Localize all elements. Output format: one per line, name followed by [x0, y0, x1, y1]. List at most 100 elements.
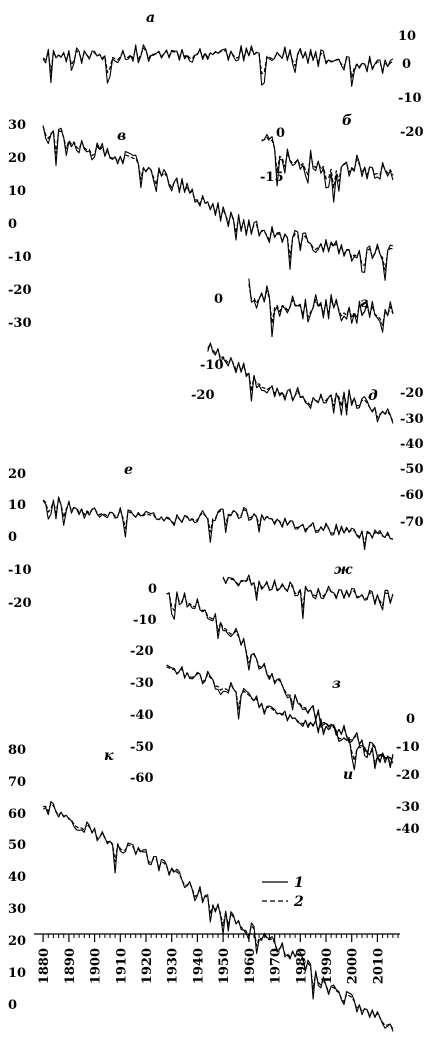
y-tick-label: 0 — [8, 217, 17, 232]
x-tick-label: 1950 — [217, 948, 232, 984]
panel-letter: г — [360, 295, 368, 311]
y-tick-label: 20 — [8, 151, 26, 166]
y-tick-label: -30 — [400, 412, 424, 427]
y-tick-label: 0 — [406, 712, 415, 727]
panel-7 — [222, 574, 394, 620]
y-tick-label: 70 — [8, 775, 26, 790]
y-tick-label: -20 — [8, 283, 32, 298]
legend-label-2: 2 — [293, 894, 304, 910]
panel-2-solid-series — [261, 133, 394, 203]
panel-4-solid-series — [248, 278, 394, 338]
panel-letter: д — [368, 388, 378, 404]
y-tick-label: 20 — [8, 467, 26, 482]
y-tick-label: 0 — [402, 57, 411, 72]
y-tick-label: -20 — [400, 386, 424, 401]
x-tick-label: 1920 — [140, 948, 155, 984]
panel-9 — [166, 664, 394, 771]
panel-6-dashed-series — [42, 498, 394, 545]
panel-8 — [166, 591, 394, 769]
y-tick-label: 30 — [8, 118, 26, 133]
x-tick-label: 1980 — [294, 948, 309, 984]
y-tick-label: 10 — [8, 184, 26, 199]
y-tick-label: 30 — [8, 902, 26, 917]
y-tick-label: -60 — [400, 488, 424, 503]
panel-4 — [248, 278, 394, 338]
y-tick-label: 10 — [8, 966, 26, 981]
series-layer — [42, 44, 394, 1032]
x-tick-label: 1960 — [243, 948, 258, 984]
y-tick-label: 0 — [214, 292, 223, 307]
panel-letter: ж — [334, 562, 353, 578]
y-tick-label: -30 — [8, 316, 32, 331]
y-tick-label: 80 — [8, 743, 26, 758]
panel-5-dashed-series — [207, 343, 394, 422]
y-tick-label: -20 — [191, 388, 215, 403]
legend: 1 2 — [262, 875, 304, 910]
x-tick-label: 2000 — [346, 948, 361, 984]
y-tick-label: -15 — [260, 170, 284, 185]
x-tick-label: 1970 — [269, 948, 284, 984]
y-tick-label: 10 — [8, 498, 26, 513]
x-tick-label: 1940 — [191, 948, 206, 984]
panel-letter: к — [104, 748, 114, 764]
panel-6-solid-series — [42, 496, 394, 551]
panel-letter: в — [117, 128, 126, 144]
y-tick-label: -10 — [398, 91, 422, 106]
y-tick-label: -20 — [130, 644, 154, 659]
y-tick-label: -40 — [130, 708, 154, 723]
y-tick-label: -20 — [400, 125, 424, 140]
panel-7-solid-series — [222, 574, 394, 620]
panel-3 — [42, 125, 394, 281]
y-tick-label: -50 — [130, 740, 154, 755]
y-tick-label: -60 — [130, 771, 154, 786]
y-tick-label: -10 — [200, 358, 224, 373]
panel-1 — [42, 44, 394, 87]
y-tick-label: -70 — [400, 515, 424, 530]
y-tick-label: -10 — [8, 250, 32, 265]
panel-letter: б — [342, 113, 352, 129]
panel-1-solid-series — [42, 44, 394, 87]
y-tick-label: -30 — [396, 800, 420, 815]
y-tick-label: 50 — [8, 838, 26, 853]
y-tick-label: 40 — [8, 870, 26, 885]
legend-label-1: 1 — [294, 875, 304, 891]
panel-letter: е — [124, 462, 133, 478]
y-tick-label: 0 — [148, 582, 157, 597]
panel-5 — [207, 342, 394, 424]
x-axis: 1880 1890 1900 1910 1920 1930 1940 1950 1960 1970… — [34, 933, 400, 984]
x-tick-label: 1890 — [63, 948, 78, 984]
panel-5-solid-series — [207, 342, 394, 424]
y-tick-label: -10 — [396, 740, 420, 755]
y-tick-label: -40 — [396, 822, 420, 837]
panel-7-dashed-series — [222, 577, 394, 609]
y-tick-label: -20 — [396, 768, 420, 783]
y-tick-label: 0 — [8, 998, 17, 1013]
y-tick-label: 0 — [276, 126, 285, 141]
y-tick-label: 0 — [8, 530, 17, 545]
panel-3-solid-series — [42, 125, 394, 281]
y-tick-label: -40 — [400, 437, 424, 452]
x-tick-label: 1900 — [89, 948, 104, 984]
y-tick-label: 60 — [8, 807, 26, 822]
y-tick-label: 20 — [8, 934, 26, 949]
panel-9-solid-series — [166, 664, 394, 771]
panel-letter: и — [343, 767, 353, 783]
x-tick-label: 1880 — [37, 948, 52, 984]
x-tick-label: 2010 — [371, 948, 386, 984]
x-tick-label: 1930 — [166, 948, 181, 984]
panel-letter: а — [146, 10, 155, 26]
x-tick-label: 1910 — [114, 948, 129, 984]
x-tick-label: 1990 — [320, 948, 335, 984]
label-layer: а100-10-20б0-15в3020100-10-20-30г0д-10-2… — [8, 10, 424, 1013]
panel-2-dashed-series — [261, 136, 394, 189]
y-tick-label: -10 — [8, 563, 32, 578]
y-tick-label: -30 — [130, 676, 154, 691]
panel-2 — [261, 133, 394, 203]
y-tick-label: 10 — [398, 29, 416, 44]
panel-9-dashed-series — [166, 666, 394, 765]
panel-10 — [42, 801, 394, 1032]
y-tick-label: -20 — [8, 596, 32, 611]
panel-letter: з — [332, 676, 341, 692]
y-tick-label: -10 — [133, 613, 157, 628]
